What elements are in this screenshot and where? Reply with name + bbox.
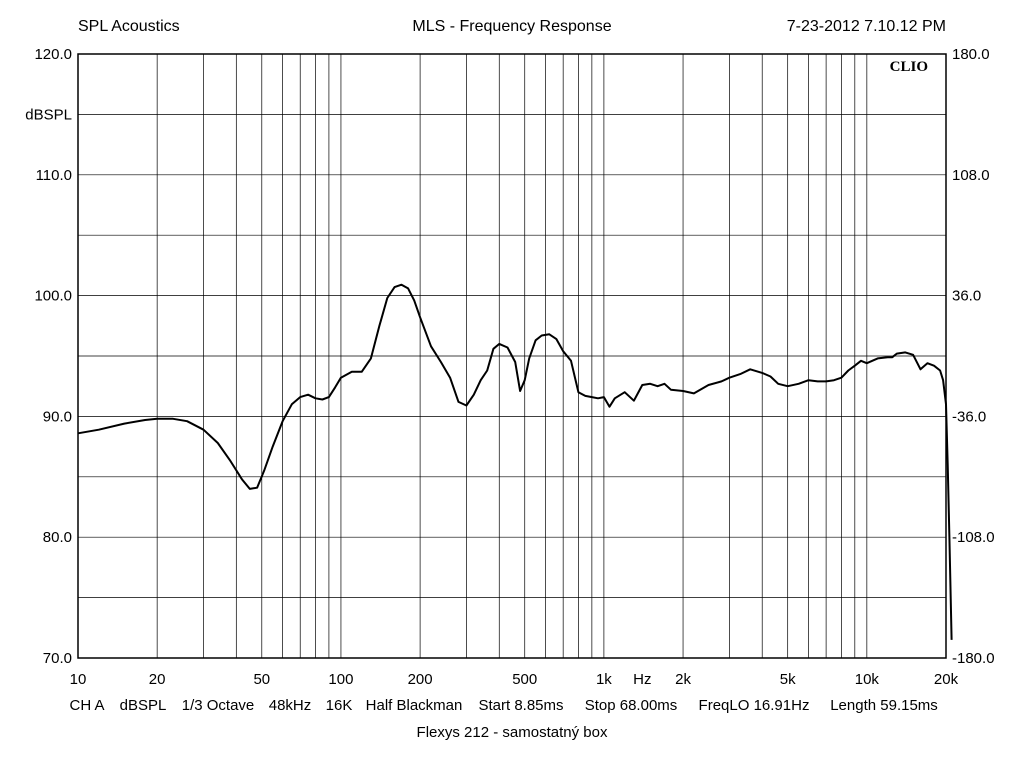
- y-tick-label: 80.0: [43, 529, 72, 546]
- param-item: Half Blackman: [365, 697, 463, 714]
- y2-tick-label: 108.0: [952, 167, 990, 184]
- y2-tick-label: -36.0: [952, 408, 986, 425]
- measurement-params-row: CH A dBSPL 1/3 Octave 48kHz 16K Half Blackman…: [0, 697, 1024, 717]
- param-item: Start 8.85ms: [478, 697, 564, 714]
- x-tick-label: 2k: [675, 671, 691, 688]
- y2-tick-label: -108.0: [952, 529, 995, 546]
- x-tick-label: 200: [408, 671, 433, 688]
- y2-tick-label: 36.0: [952, 288, 981, 305]
- x-tick-label: 5k: [780, 671, 796, 688]
- header-left-title: SPL Acoustics: [78, 18, 180, 35]
- x-tick-label: 500: [512, 671, 537, 688]
- param-item: dBSPL: [119, 697, 167, 714]
- x-tick-label: 10: [70, 671, 87, 688]
- grid-layer: [78, 54, 946, 658]
- tick-label-layer: 120.0 110.0 100.0 90.0 80.0 70.0 180.0 108.0 36.…: [25, 46, 994, 688]
- y-tick-label: 110.0: [36, 167, 72, 184]
- y2-tick-label: -180.0: [952, 650, 995, 667]
- param-item: 16K: [325, 697, 353, 714]
- y-axis-label: dBSPL: [25, 106, 72, 123]
- response-curve-0: [77, 283, 953, 640]
- x-tick-label: 20: [149, 671, 166, 688]
- param-item: Length 59.15ms: [830, 697, 938, 714]
- x-tick-label: 100: [328, 671, 353, 688]
- x-unit-label: Hz: [633, 671, 651, 688]
- plot-frame: [77, 53, 947, 659]
- param-item: CH A: [69, 697, 105, 714]
- y2-tick-label: 180.0: [952, 46, 990, 63]
- curve-layer: [77, 283, 953, 640]
- x-tick-label: 20k: [934, 671, 959, 688]
- x-tick-label: 10k: [855, 671, 880, 688]
- y-tick-label: 100.0: [34, 288, 72, 305]
- param-item: 1/3 Octave: [181, 697, 255, 714]
- y-tick-label: 120.0: [34, 46, 72, 63]
- x-tick-label: 1k: [596, 671, 612, 688]
- param-item: Stop 68.00ms: [584, 697, 678, 714]
- header-timestamp: 7-23-2012 7.10.12 PM: [786, 18, 946, 35]
- y-tick-label: 70.0: [43, 650, 72, 667]
- param-item: FreqLO 16.91Hz: [698, 697, 810, 714]
- header-chart-title: MLS - Frequency Response: [412, 18, 612, 35]
- x-tick-label: 50: [253, 671, 270, 688]
- y-tick-label: 90.0: [43, 408, 72, 425]
- param-item: 48kHz: [268, 697, 312, 714]
- clio-logo-text: CLIO: [890, 59, 928, 75]
- chart-caption: Flexys 212 - samostatný box: [416, 724, 608, 741]
